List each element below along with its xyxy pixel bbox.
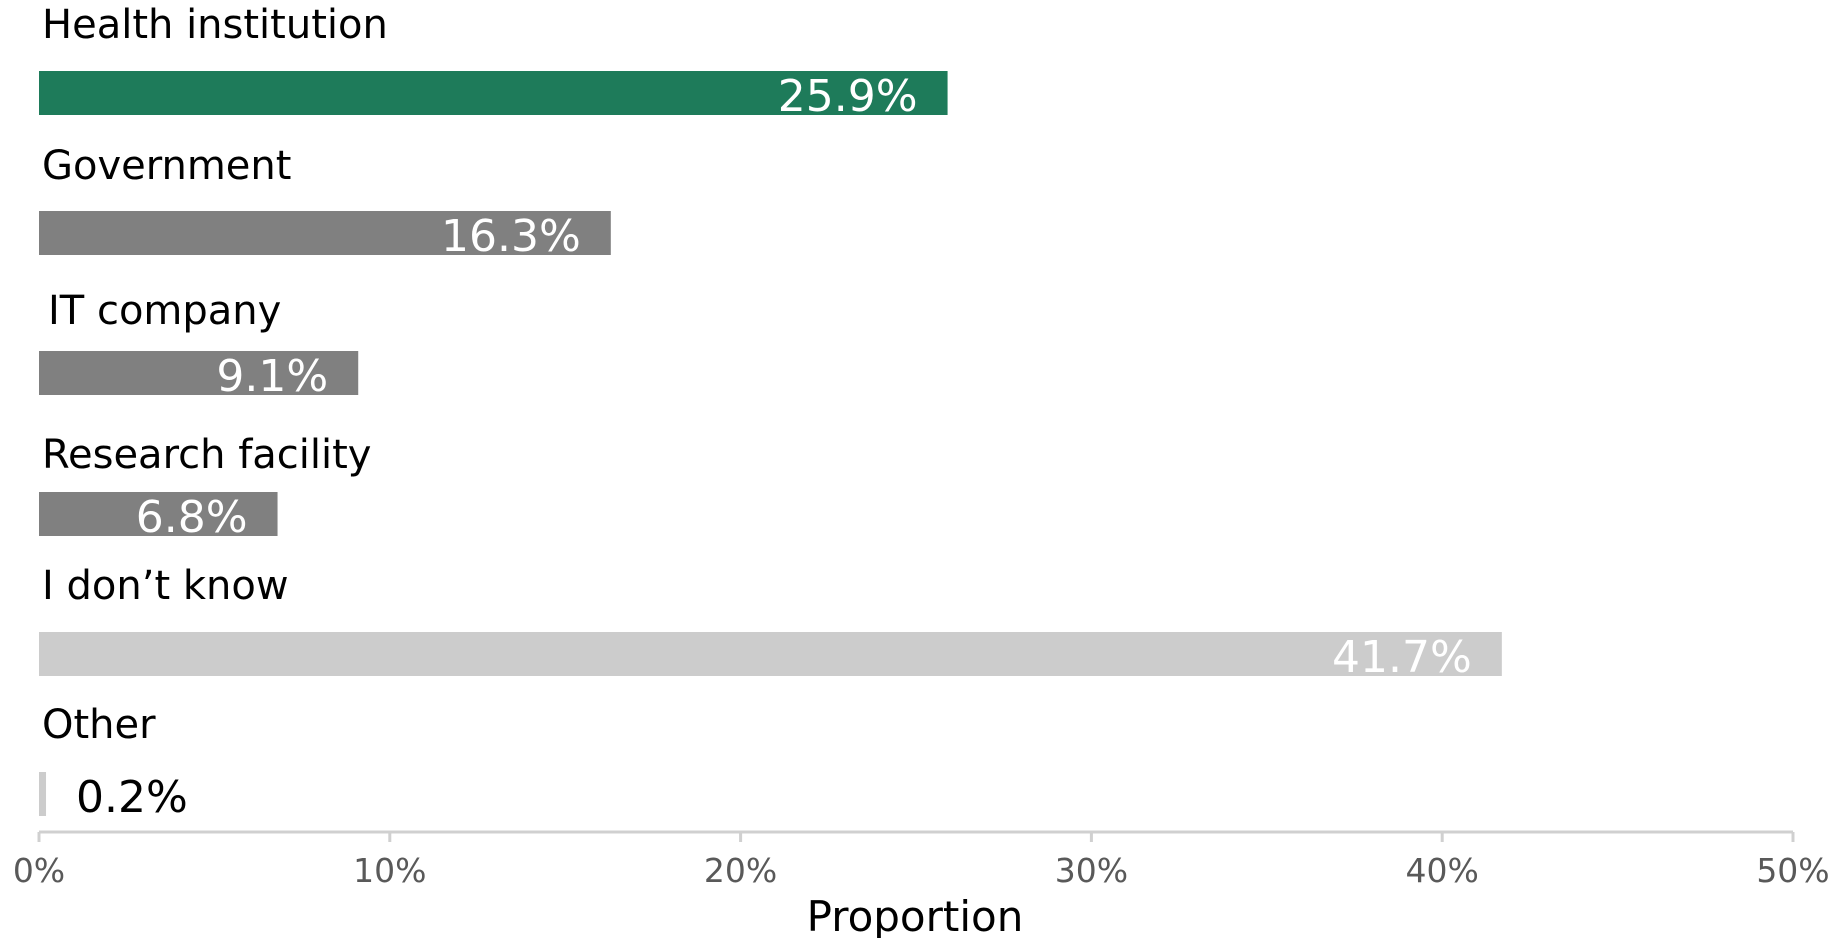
bar	[39, 632, 1502, 676]
data-label: 6.8%	[136, 492, 248, 543]
bar	[39, 772, 47, 816]
x-tick-label: 30%	[1055, 851, 1128, 890]
data-label: 9.1%	[216, 351, 328, 402]
bar	[39, 211, 611, 255]
category-label: Other	[42, 702, 156, 748]
category-label: Research facility	[42, 432, 371, 478]
x-axis: 0% 10% 20% 30% 40% 50%	[13, 830, 1830, 890]
data-label: 41.7%	[1332, 632, 1472, 683]
x-tick-label: 10%	[353, 851, 426, 890]
x-tick-label: 50%	[1756, 851, 1829, 890]
x-tick-label: 20%	[704, 851, 777, 890]
data-label: 16.3%	[441, 211, 581, 262]
category-label: IT company	[48, 288, 281, 334]
x-tick-label: 0%	[13, 851, 65, 890]
category-label: I don’t know	[42, 563, 289, 609]
data-label: 25.9%	[778, 71, 918, 122]
bar	[39, 71, 948, 115]
x-tick-label: 40%	[1406, 851, 1479, 890]
data-label: 0.2%	[76, 772, 188, 823]
labels-layer: Health institution 25.9% Government 16.3% IT…	[42, 2, 1472, 823]
x-axis-title: Proportion	[807, 892, 1024, 938]
category-label: Government	[42, 143, 291, 189]
bar	[39, 351, 359, 395]
bars-layer	[39, 71, 1502, 816]
bar	[39, 492, 278, 536]
category-label: Health institution	[42, 2, 388, 48]
